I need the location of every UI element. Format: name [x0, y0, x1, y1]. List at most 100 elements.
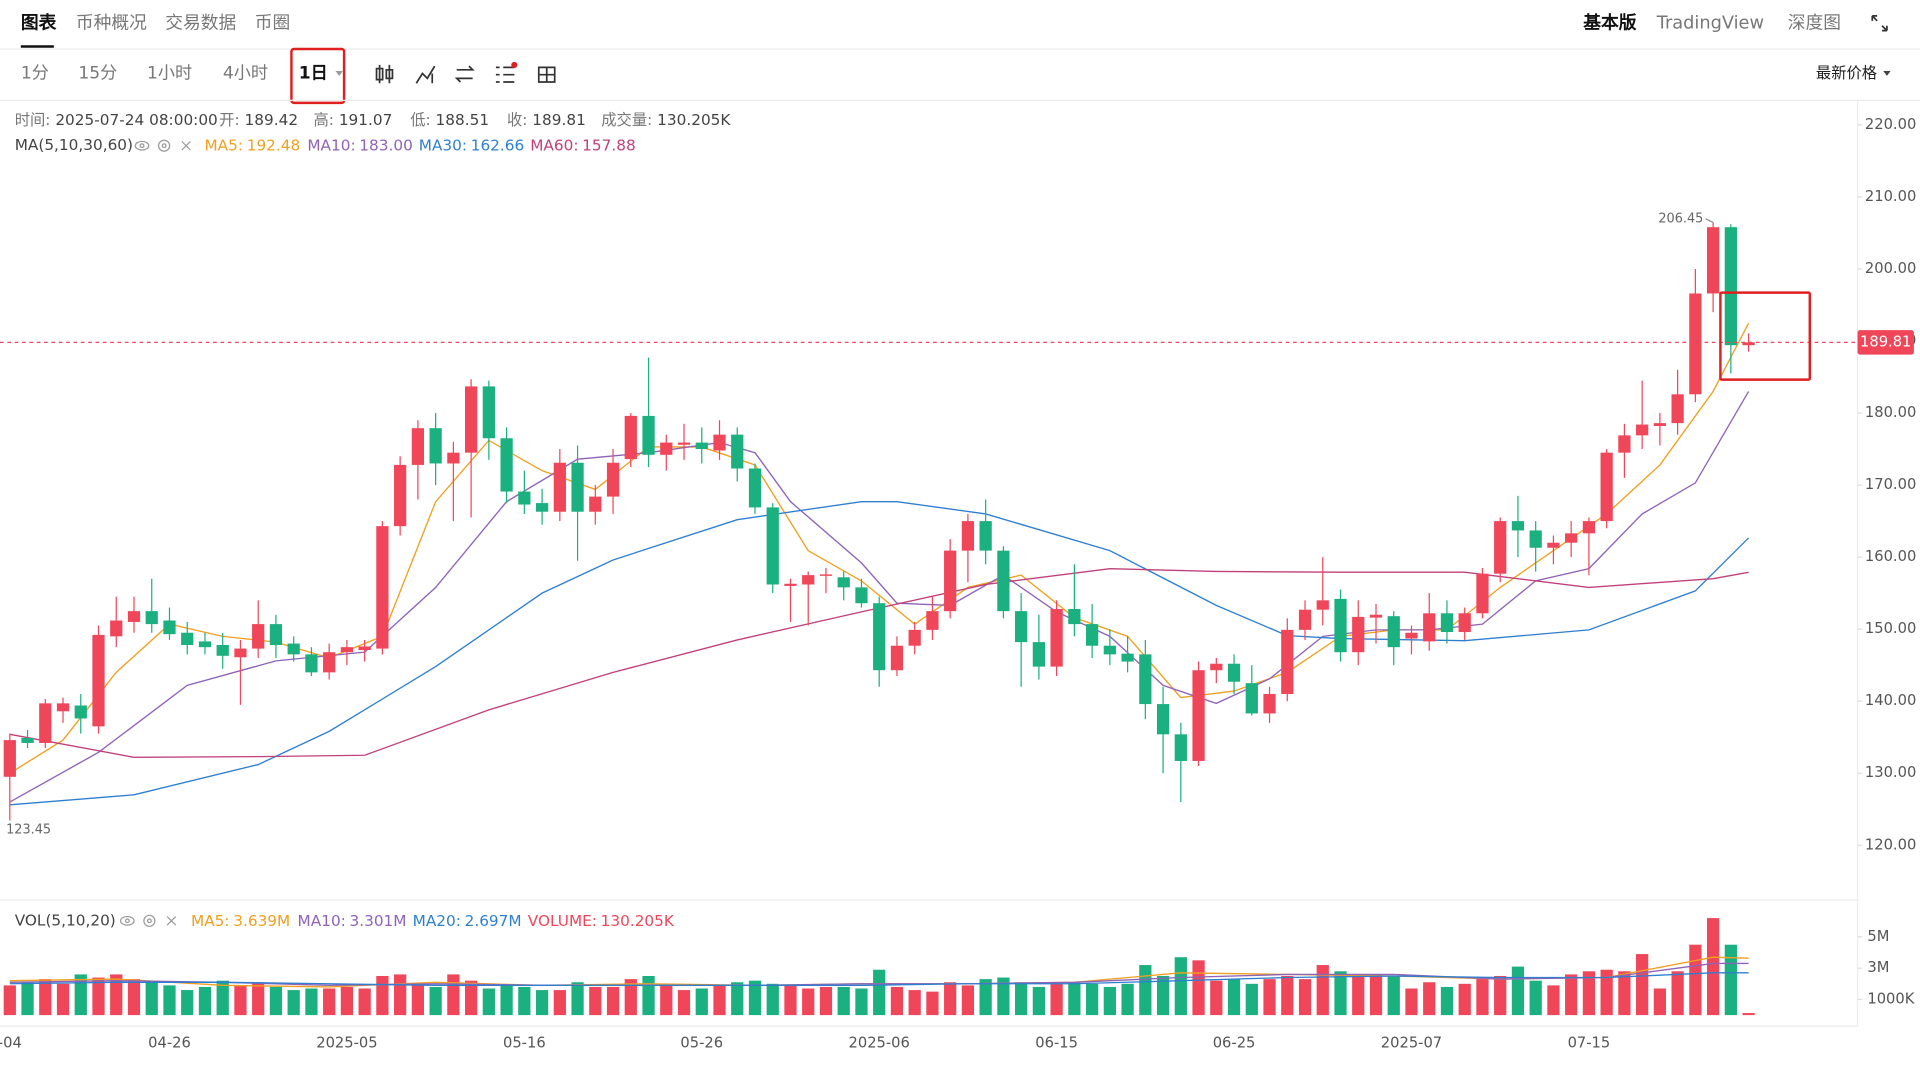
- ma-line: [9, 972, 1749, 987]
- volume-bar: [1210, 980, 1223, 1016]
- indicator-icon[interactable]: [415, 65, 436, 84]
- candle-body: [1706, 227, 1720, 294]
- tab[interactable]: 图表: [21, 11, 57, 33]
- legend-item: MA5: 3.639M: [191, 911, 290, 929]
- candle-body: [642, 415, 655, 455]
- volume-bar: [695, 988, 708, 1016]
- candle-type-icon[interactable]: [375, 64, 394, 84]
- volume-bar: [589, 986, 602, 1016]
- volume-bar: [1653, 988, 1667, 1016]
- volume-bar: [819, 986, 833, 1016]
- view-option[interactable]: 基本版: [1582, 11, 1636, 33]
- legend-value: 2.697M: [465, 911, 522, 929]
- info-low: 低: 188.51: [410, 111, 489, 129]
- tab[interactable]: 币圈: [255, 12, 291, 33]
- candle-body: [482, 386, 495, 439]
- ma-line: [9, 962, 1749, 987]
- view-option[interactable]: TradingView: [1656, 13, 1764, 33]
- settings-list-icon[interactable]: [495, 66, 515, 83]
- interval[interactable]: 1分: [21, 63, 49, 83]
- candle-body: [234, 648, 247, 658]
- highlight-box: [1719, 291, 1812, 381]
- x-tick-label: 2025-06: [849, 1034, 910, 1051]
- volume-bar: [979, 979, 992, 1016]
- candle-body: [660, 442, 673, 455]
- fullscreen-icon[interactable]: [1871, 15, 1888, 32]
- highlight-box: [290, 47, 346, 105]
- candle-body: [110, 620, 123, 637]
- compare-icon[interactable]: [454, 65, 475, 83]
- candle-body: [500, 438, 513, 492]
- dropdown-arrow: [335, 71, 343, 76]
- high-marker: [1705, 218, 1714, 224]
- candle-body: [216, 644, 229, 656]
- interval-active[interactable]: 1日: [299, 63, 328, 83]
- layout-icon[interactable]: [537, 66, 556, 83]
- legend-value: 3.301M: [350, 911, 407, 929]
- candle-body: [1582, 521, 1596, 534]
- volume-bar: [1298, 979, 1312, 1016]
- volume-bar: [1121, 983, 1134, 1016]
- ma-legend-title: MA(5,10,30,60): [15, 136, 133, 154]
- view-option[interactable]: 深度图: [1788, 12, 1841, 33]
- volume-bar: [1316, 965, 1329, 1016]
- volume-bar: [1015, 982, 1028, 1016]
- tab[interactable]: 币种概况: [76, 12, 147, 33]
- y-tick-label: 170.00: [1865, 476, 1916, 493]
- legend-value: 162.66: [471, 136, 525, 154]
- candle-body: [731, 434, 744, 469]
- candle-body: [1689, 293, 1702, 395]
- info-high-value: 191.07: [339, 111, 393, 129]
- candle-body: [1476, 573, 1489, 614]
- legend-name: MA20:: [413, 911, 461, 929]
- legend-value: 192.48: [247, 136, 301, 154]
- info-close-label: 收:: [507, 111, 527, 129]
- candle-body: [394, 464, 407, 527]
- y-tick-label: 220.00: [1865, 116, 1916, 133]
- info-time-value: 2025-07-24 08:00:00: [55, 111, 217, 129]
- candle-body: [1511, 521, 1525, 531]
- candle-body: [464, 386, 478, 453]
- candle-body: [1387, 616, 1400, 648]
- volume-bar: [1600, 969, 1613, 1016]
- volume-bar: [163, 985, 176, 1016]
- y-tick-label: 120.00: [1865, 836, 1916, 853]
- legend-name: MA60:: [530, 136, 578, 154]
- interval[interactable]: 15分: [78, 63, 117, 83]
- candle-body: [198, 641, 212, 648]
- legend-value: 130.205K: [601, 911, 675, 929]
- y2-tick-label: 1000K: [1867, 990, 1914, 1007]
- volume-bar: [1387, 975, 1400, 1016]
- volume-bar: [1511, 966, 1525, 1016]
- info-volume-label: 成交量:: [601, 111, 652, 129]
- legend-icons[interactable]: [120, 139, 191, 927]
- volume-bar: [1565, 974, 1578, 1016]
- x-tick-label: 2025-07: [1381, 1034, 1442, 1051]
- info-low-label: 低:: [410, 111, 430, 129]
- volume-bar: [713, 985, 726, 1016]
- volume-bar: [837, 986, 850, 1016]
- volume-bar: [571, 982, 584, 1016]
- legend-name: MA5:: [204, 136, 243, 154]
- candle-body: [1032, 642, 1046, 667]
- interval[interactable]: 4小时: [223, 63, 268, 83]
- legend-item: MA20: 2.697M: [413, 911, 522, 929]
- candle-body: [1121, 653, 1134, 662]
- legend-name: MA30:: [419, 136, 467, 154]
- candle-body: [358, 646, 371, 651]
- candle-body: [1494, 521, 1507, 574]
- x-tick-label: -04: [0, 1034, 22, 1051]
- interval[interactable]: 1小时: [147, 63, 192, 83]
- info-open-label: 开:: [219, 111, 239, 129]
- candle-body: [1156, 704, 1170, 735]
- vol-legend-title: VOL(5,10,20): [15, 911, 116, 929]
- volume-bar: [784, 985, 797, 1016]
- candle-body: [447, 452, 460, 464]
- price-mode[interactable]: 最新价格: [1816, 64, 1877, 82]
- tab[interactable]: 交易数据: [165, 12, 236, 33]
- candle-body: [1068, 608, 1081, 625]
- ma-line: [9, 322, 1750, 774]
- legend-item: MA60: 157.88: [530, 136, 635, 154]
- volume-bar: [1139, 965, 1152, 1016]
- info-volume-value: 130.205K: [657, 111, 731, 129]
